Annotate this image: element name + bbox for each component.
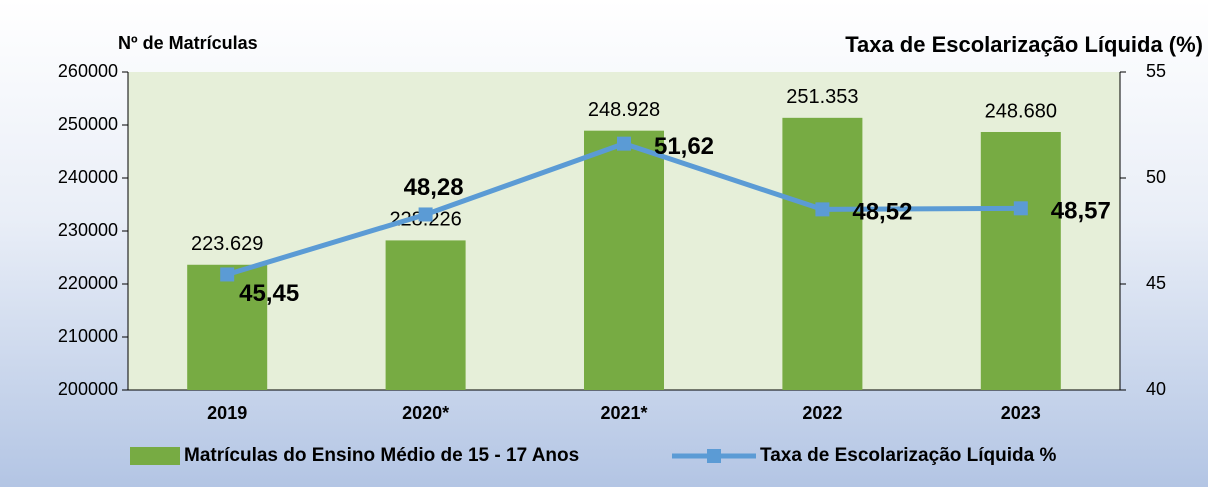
y-tick-label: 260000 — [58, 61, 118, 81]
line-value-label: 48,57 — [1051, 198, 1111, 225]
y2-tick-label: 55 — [1146, 61, 1166, 81]
x-tick-label: 2020* — [402, 403, 449, 423]
line-marker — [418, 207, 433, 222]
line-value-label: 48,28 — [404, 174, 464, 201]
legend-label: Matrículas do Ensino Médio de 15 - 17 An… — [184, 445, 579, 466]
bar-value-label: 248.680 — [985, 100, 1057, 122]
bar — [980, 131, 1061, 390]
line-marker — [220, 267, 235, 282]
y2-tick-label: 45 — [1146, 273, 1166, 293]
y-tick-label: 220000 — [58, 273, 118, 293]
bar-value-label: 251.353 — [786, 86, 858, 108]
bar — [584, 130, 664, 391]
bar — [782, 117, 863, 390]
y-tick-label: 200000 — [58, 379, 118, 399]
y2-tick-label: 50 — [1146, 167, 1166, 187]
bar — [187, 264, 268, 390]
line-value-label: 48,52 — [852, 199, 912, 226]
y-axis-title: Nº de Matrículas — [118, 33, 258, 53]
y-tick-label: 240000 — [58, 167, 118, 187]
x-tick-label: 2021* — [600, 403, 647, 423]
y2-axis-title: Taxa de Escolarização Líquida (%) — [845, 32, 1203, 57]
y2-tick-label: 40 — [1146, 379, 1166, 399]
y-tick-label: 230000 — [58, 220, 118, 240]
line-marker — [617, 136, 631, 151]
line-value-label: 45,45 — [239, 280, 299, 307]
y-tick-label: 210000 — [58, 326, 118, 346]
legend-label: Taxa de Escolarização Líquida % — [760, 445, 1056, 466]
legend-swatch — [707, 449, 721, 463]
x-tick-label: 2022 — [802, 403, 842, 423]
y-tick-label: 250000 — [58, 114, 118, 134]
x-tick-label: 2019 — [207, 403, 247, 423]
bar-value-label: 223.629 — [191, 233, 263, 255]
line-marker — [815, 202, 830, 217]
line-marker — [1013, 201, 1028, 216]
bar-value-label: 248.928 — [588, 99, 660, 121]
bar — [385, 240, 466, 390]
x-tick-label: 2023 — [1001, 403, 1041, 423]
legend-swatch — [130, 447, 180, 465]
line-value-label: 51,62 — [654, 133, 714, 160]
